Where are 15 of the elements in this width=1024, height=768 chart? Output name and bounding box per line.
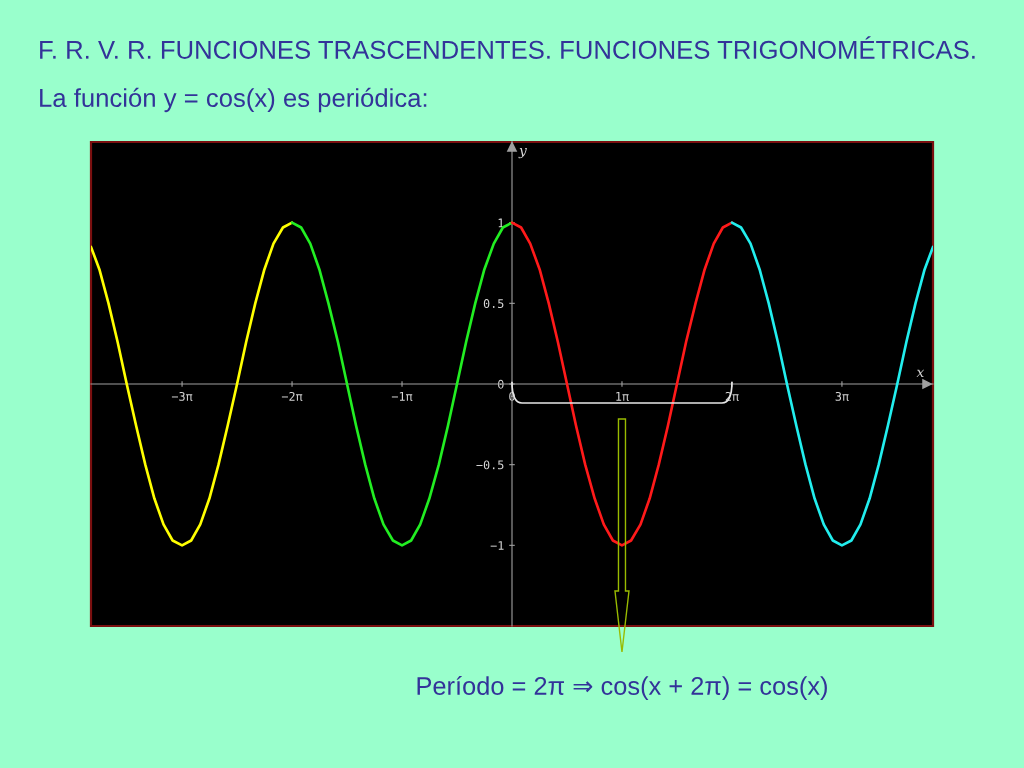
chart-subtitle: La función y = cos(x) es periódica: bbox=[40, 87, 427, 113]
x-tick-label: −1π bbox=[391, 392, 413, 401]
y-tick-label: −0.5 bbox=[476, 460, 504, 470]
x-tick-label: 1π bbox=[616, 392, 629, 401]
x-tick-label: −3π bbox=[171, 391, 193, 401]
y-axis-title: y bbox=[518, 147, 527, 159]
y-tick-label: −1 bbox=[490, 541, 504, 550]
x-axis-title: x bbox=[916, 369, 925, 377]
y-tick-label: 0 bbox=[498, 379, 504, 389]
y-tick-label: 0.5 bbox=[483, 299, 504, 309]
y-tick-label: 1 bbox=[498, 218, 504, 228]
x-tick-label: 3π bbox=[835, 391, 849, 401]
x-tick-label: −2π bbox=[281, 391, 303, 401]
text: Período = 2π ⇒ cos(x + 2π) = cos(x) bbox=[417, 676, 827, 700]
chart-title: F. R. V. R. FUNCIONES TRASCENDENTES. FUNCIONES TRIGONOMÉTRICAS. bbox=[40, 36, 975, 59]
